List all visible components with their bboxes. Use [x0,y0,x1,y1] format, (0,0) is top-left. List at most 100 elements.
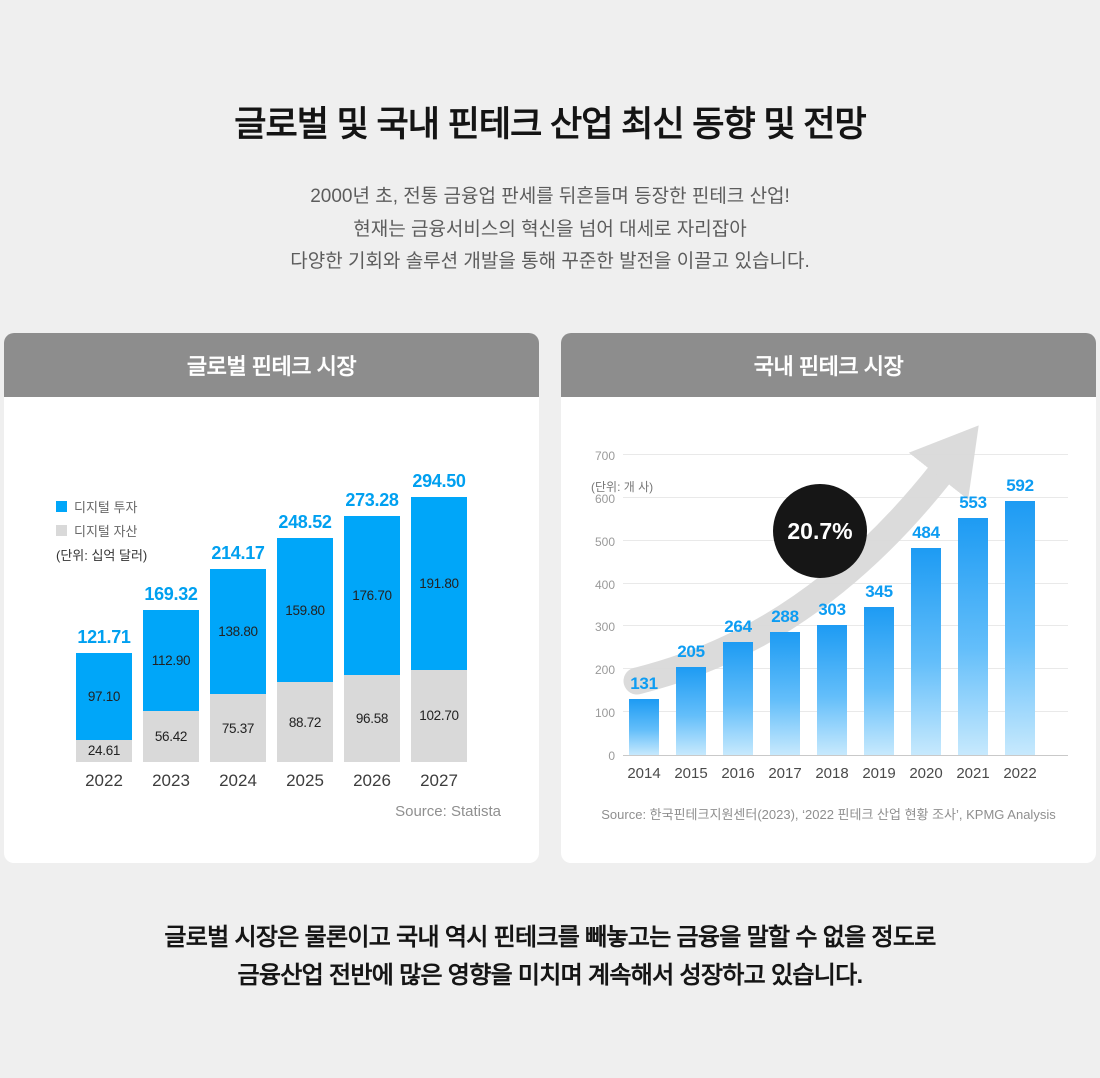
digital-asset-segment: 75.37 [210,694,266,763]
footer-line-2: 금융산업 전반에 많은 영향을 미치며 계속해서 성장하고 있습니다. [237,962,863,990]
footer-text: 글로벌 시장은 물론이고 국내 역시 핀테크를 빼놓고는 금융을 말할 수 없을… [0,919,1100,996]
domestic-bar-chart: 131 205 264 288 303 345 484 553 592 20.7% [623,425,1068,757]
global-bar-column: 273.28 176.70 96.58 2026 [344,490,400,791]
gridline [623,454,1068,456]
x-axis: 2014 2015 2016 2017 2018 2019 2020 2021 2022 [627,765,1068,783]
global-bar-column: 294.50 191.80 102.70 2027 [411,471,467,791]
x-axis-year-label: 2018 [815,765,849,783]
digital-asset-segment: 102.70 [411,669,467,763]
gradient-bar [629,698,659,756]
segment-value-label: 96.58 [355,711,389,727]
domestic-bar-column: 131 [629,674,659,756]
domestic-chart-area: 0 100 200 300 400 500 600 700 131 205 264 288 303 34 [589,425,1068,763]
x-axis-year-label: 2022 [85,771,123,791]
chart-legend: 디지털 투자 디지털 자산 [56,497,137,545]
domestic-bar-column: 303 [817,600,847,756]
unit-label: (단위: 개 사) [591,480,654,495]
gradient-bar [817,625,847,756]
page-title: 글로벌 및 국내 핀테크 산업 최신 동향 및 전망 [234,105,866,144]
legend-label: 디지털 자산 [74,524,138,540]
x-axis-year-label: 2026 [353,771,391,791]
bars-group: 131 205 264 288 303 345 484 553 592 [629,476,1035,756]
global-chart-body: 디지털 투자 디지털 자산 (단위: 십억 달러) 121.71 97.10 24.… [4,459,539,863]
bar-value-label: 553 [959,493,987,513]
global-stacked-bar-chart: 121.71 97.10 24.61 2022 169.32 112.90 56.42 202… [32,459,511,791]
y-axis-tick-label: 400 [594,577,615,592]
source-note: Source: Statista [395,803,501,821]
domestic-bar-column: 264 [723,617,753,756]
bar-total-label: 121.71 [77,626,131,647]
global-fintech-market-card: 글로벌 핀테크 시장 디지털 투자 디지털 자산 (단위: 십억 달러) 121… [4,333,539,864]
domestic-fintech-market-card: 국내 핀테크 시장 (단위: 개 사) 0 100 200 300 400 500 600 7… [561,333,1096,864]
y-axis-tick-label: 300 [594,620,615,635]
digital-asset-segment: 96.58 [344,675,400,763]
gradient-bar [770,631,800,756]
global-bar-column: 121.71 97.10 24.61 2022 [76,627,132,791]
domestic-bar-column: 345 [864,582,894,756]
digital-asset-segment: 56.42 [143,711,199,763]
global-bar-column: 214.17 138.80 75.37 2024 [210,543,266,791]
y-axis-tick-label: 0 [608,749,615,764]
digital-investment-segment: 176.70 [344,516,400,676]
bar-value-label: 205 [677,642,705,662]
stacked-bar: 97.10 24.61 [76,652,132,763]
x-axis-year-label: 2016 [721,765,755,783]
segment-value-label: 75.37 [221,720,255,736]
digital-asset-segment: 24.61 [76,739,132,763]
x-axis-year-label: 2023 [152,771,190,791]
stacked-bar: 159.80 88.72 [277,538,333,763]
digital-investment-segment: 159.80 [277,538,333,683]
legend-item-digital-investment: 디지털 투자 [56,497,137,516]
stacked-bar: 176.70 96.58 [344,516,400,763]
x-axis-year-label: 2025 [286,771,324,791]
intro-line-1: 2000년 초, 전통 금융업 판세를 뒤흔들며 등장한 핀테크 산업! [310,186,790,207]
segment-value-label: 56.42 [154,729,188,745]
x-axis-year-label: 2019 [862,765,896,783]
gradient-bar [676,667,706,756]
source-note: Source: 한국핀테크지원센터(2023), ‘2022 핀테크 산업 현황… [601,807,1056,823]
domestic-card-title: 국내 핀테크 시장 [561,333,1096,398]
segment-value-label: 102.70 [419,708,459,724]
bar-total-label: 248.52 [278,512,332,533]
y-axis: 0 100 200 300 400 500 600 700 [589,449,623,763]
legend-item-digital-asset: 디지털 자산 [56,521,137,540]
bar-value-label: 288 [771,606,799,626]
domestic-bar-column: 553 [958,493,988,756]
digital-investment-segment: 191.80 [411,497,467,670]
bar-total-label: 273.28 [345,490,399,511]
legend-label: 디지털 투자 [74,500,138,516]
domestic-bar-column: 484 [911,522,941,756]
bar-total-label: 169.32 [144,583,198,604]
x-axis-year-label: 2021 [956,765,990,783]
bar-value-label: 484 [912,522,940,542]
intro-line-3: 다양한 기회와 솔루션 개발을 통해 꾸준한 발전을 이끌고 있습니다. [290,251,810,273]
digital-asset-segment: 88.72 [277,682,333,763]
y-axis-tick-label: 100 [594,706,615,721]
x-axis-year-label: 2024 [219,771,257,791]
segment-value-label: 176.70 [352,588,392,604]
global-card-title: 글로벌 핀테크 시장 [4,333,539,398]
legend-swatch-gray [56,525,67,537]
chart-cards-row: 글로벌 핀테크 시장 디지털 투자 디지털 자산 (단위: 십억 달러) 121… [0,333,1100,864]
digital-investment-segment: 112.90 [143,609,199,712]
gradient-bar [1005,501,1035,756]
x-axis-year-label: 2020 [909,765,943,783]
domestic-bar-column: 592 [1005,476,1035,756]
digital-investment-segment: 138.80 [210,569,266,695]
digital-investment-segment: 97.10 [76,652,132,740]
stacked-bar: 191.80 102.70 [411,497,467,763]
bar-value-label: 303 [818,600,846,620]
bar-total-label: 214.17 [211,543,265,564]
segment-value-label: 191.80 [419,575,459,591]
segment-value-label: 138.80 [218,624,258,640]
stacked-bar: 138.80 75.37 [210,569,266,763]
growth-arrow-icon [623,425,979,695]
y-axis-tick-label: 600 [594,491,615,506]
gradient-bar [911,547,941,756]
segment-value-label: 112.90 [151,652,191,668]
bar-total-label: 294.50 [412,471,466,492]
stacked-bar: 112.90 56.42 [143,609,199,763]
bar-value-label: 345 [865,582,893,602]
gradient-bar [864,607,894,756]
